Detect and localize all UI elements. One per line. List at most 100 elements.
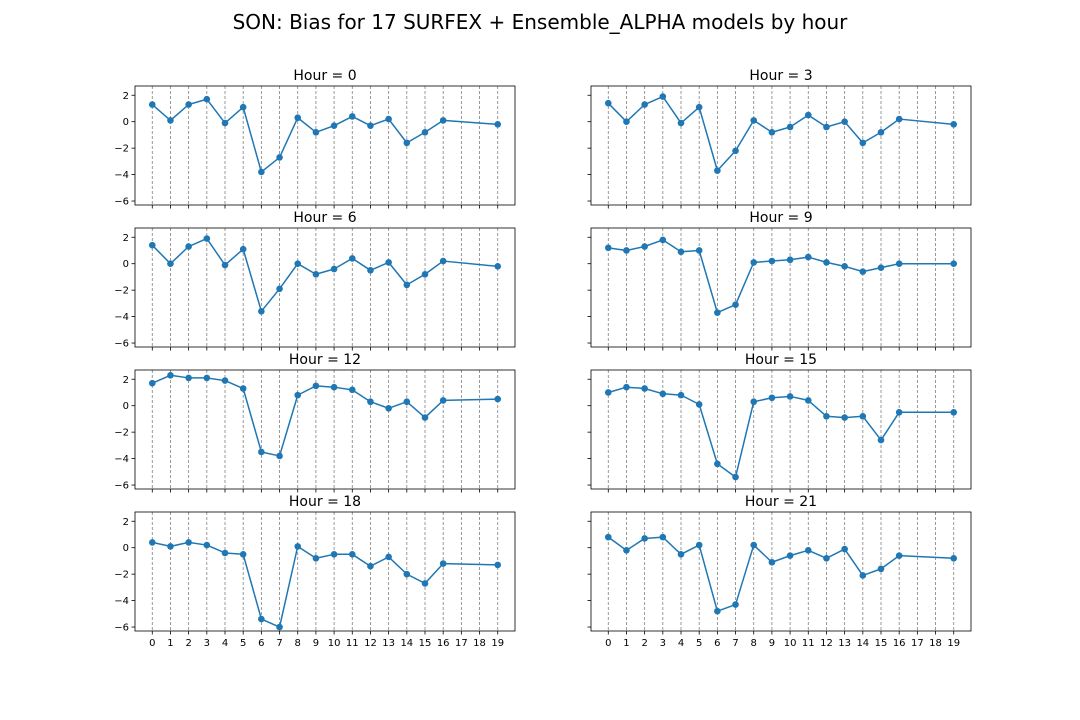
- data-point: [276, 285, 283, 293]
- data-point: [786, 393, 794, 400]
- subplot-hour-6: Hour = 6 −6 −4 −2 0 2: [114, 210, 516, 351]
- data-point: [950, 121, 958, 128]
- data-point: [221, 549, 229, 557]
- x-tick-label: 16: [893, 638, 906, 649]
- data-point: [494, 121, 502, 128]
- x-tick-label: 3: [660, 638, 666, 649]
- data-point: [185, 539, 192, 546]
- x-tick-label: 11: [802, 638, 815, 649]
- data-point: [276, 452, 283, 460]
- y-tick-label: −4: [114, 312, 129, 323]
- data-point: [641, 385, 648, 392]
- x-tick-label: 19: [947, 638, 960, 649]
- data-point: [294, 114, 302, 122]
- data-point: [786, 256, 794, 264]
- y-tick-label: 0: [123, 117, 129, 128]
- panel-grid: Hour = 0 −6 −4 −2 0 2 Hour = 3 Hour = 6 −6 −4 −2 0 2…: [114, 68, 972, 649]
- data-point: [750, 541, 758, 549]
- data-point: [367, 398, 374, 406]
- data-point: [604, 533, 612, 541]
- subplot-title: Hour = 12: [289, 352, 361, 368]
- x-tick-label: 5: [696, 638, 702, 649]
- data-point: [895, 115, 903, 123]
- data-point: [950, 409, 958, 416]
- data-point: [604, 99, 612, 107]
- data-point: [823, 412, 830, 420]
- data-point: [859, 139, 867, 147]
- subplot-hour-15: Hour = 15: [587, 352, 972, 493]
- data-point: [641, 535, 648, 542]
- x-tick-label: 14: [856, 638, 869, 649]
- y-tick-label: −6: [114, 197, 129, 208]
- data-point: [330, 383, 338, 391]
- x-tick-label: 6: [714, 638, 720, 649]
- data-point: [877, 264, 885, 271]
- data-point: [841, 545, 848, 553]
- data-point: [641, 243, 648, 250]
- data-point: [895, 552, 903, 559]
- data-point: [732, 147, 739, 155]
- data-point: [877, 128, 885, 136]
- data-point: [367, 122, 374, 129]
- data-point: [421, 414, 429, 421]
- data-point: [841, 263, 848, 270]
- y-tick-label: −6: [114, 481, 129, 492]
- data-point: [732, 301, 739, 308]
- axes-frame: [134, 369, 516, 490]
- series-line: [151, 374, 498, 457]
- data-point: [403, 139, 411, 147]
- subplot-title: Hour = 0: [293, 68, 356, 84]
- data-point: [348, 386, 356, 394]
- data-point: [239, 245, 247, 253]
- y-tick-label: 2: [123, 375, 129, 386]
- data-point: [421, 270, 429, 278]
- series-line: [152, 541, 498, 628]
- y-tick-label: −4: [114, 170, 129, 181]
- subplot-hour-9: Hour = 9: [587, 210, 972, 351]
- data-point: [859, 268, 867, 275]
- data-point: [348, 255, 356, 262]
- data-point: [623, 547, 630, 554]
- data-point: [823, 554, 830, 562]
- data-point: [804, 111, 812, 119]
- y-tick-label: 0: [123, 543, 129, 554]
- data-point: [367, 267, 374, 274]
- data-point: [804, 547, 812, 554]
- data-point: [367, 562, 374, 570]
- data-point: [750, 259, 758, 266]
- data-point: [221, 119, 229, 127]
- subplot-title: Hour = 18: [289, 494, 361, 510]
- axes-frame: [590, 85, 972, 206]
- x-tick-label: 19: [491, 638, 504, 649]
- data-point: [695, 541, 703, 549]
- x-tick-label: 7: [276, 638, 282, 649]
- data-point: [312, 382, 320, 390]
- data-point: [604, 389, 612, 396]
- data-point: [659, 236, 667, 244]
- data-point: [439, 257, 447, 265]
- x-tick-label: 10: [328, 638, 341, 649]
- y-tick-label: 2: [123, 91, 129, 102]
- data-point: [167, 117, 174, 124]
- data-point: [421, 128, 429, 136]
- data-point: [294, 391, 302, 399]
- x-tick-label: 8: [751, 638, 757, 649]
- subplot-title: Hour = 15: [745, 352, 817, 368]
- data-point: [877, 436, 885, 444]
- data-point: [823, 259, 830, 266]
- data-point: [276, 623, 283, 631]
- data-point: [677, 391, 685, 399]
- data-point: [768, 257, 776, 265]
- x-tick-label: 8: [295, 638, 301, 649]
- data-point: [695, 247, 703, 254]
- data-point: [659, 93, 667, 100]
- x-tick-label: 13: [382, 638, 395, 649]
- data-point: [330, 265, 338, 273]
- data-point: [330, 122, 338, 129]
- x-tick-label: 16: [437, 638, 450, 649]
- x-tick-label: 0: [605, 638, 611, 649]
- subplot-hour-18: Hour = 180 1 2 3 4 5 6 7 8 9 10 11 12 13 14 15 16 17 18 19−…: [114, 494, 516, 649]
- series-line: [151, 98, 498, 173]
- data-point: [859, 412, 867, 420]
- data-point: [641, 101, 648, 108]
